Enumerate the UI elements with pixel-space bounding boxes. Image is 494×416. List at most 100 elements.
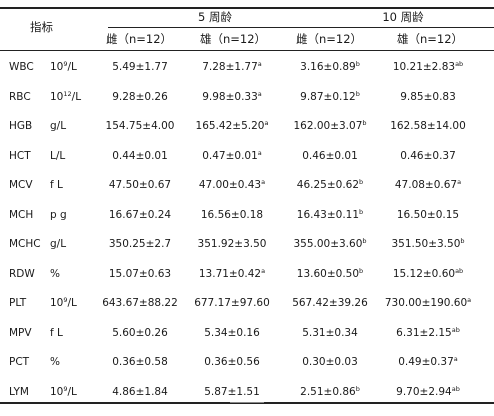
significance-mark: b xyxy=(359,207,364,216)
significance-mark: b xyxy=(359,266,364,275)
value-cell: 351.92±3.50 xyxy=(197,238,267,250)
significance-mark: b xyxy=(355,60,360,68)
value-cell: 730.00±190.60a xyxy=(384,296,472,309)
value-cell: 2.51±0.86b xyxy=(300,384,360,398)
stub-divider xyxy=(230,402,264,403)
value-cell: 5.34±0.16 xyxy=(204,326,260,339)
header-rule xyxy=(0,50,494,52)
value-cell: 350.25±2.7 xyxy=(108,238,172,250)
significance-mark: a xyxy=(261,178,266,186)
value-cell: 9.98±0.33a xyxy=(202,89,262,103)
value-cell: 9.70±2.94ab xyxy=(396,384,460,398)
header-col-male-10wk: 雄（n=12） xyxy=(396,32,464,46)
value-cell: 165.42±5.20a xyxy=(195,119,269,132)
value-cell: 0.46±0.01 xyxy=(302,149,358,162)
row-unit: p g xyxy=(50,208,67,221)
value-cell: 16.43±0.11b xyxy=(296,207,364,221)
row-label: MPV xyxy=(9,326,32,339)
row-label: RBC xyxy=(9,90,31,103)
row-unit: 109/L xyxy=(50,384,77,398)
value-cell: 16.67±0.24 xyxy=(108,208,172,221)
significance-mark: ab xyxy=(451,384,460,393)
value-cell: 162.00±3.07b xyxy=(293,119,367,132)
value-cell: 6.31±2.15ab xyxy=(396,325,460,339)
significance-mark: ab xyxy=(455,266,464,275)
significance-mark: b xyxy=(355,89,360,98)
row-unit: g/L xyxy=(50,120,67,132)
header-col-male-5wk: 雄（n=12） xyxy=(199,32,267,46)
row-unit: % xyxy=(50,267,60,280)
row-unit: L/L xyxy=(50,149,66,162)
value-cell: 0.36±0.58 xyxy=(112,356,168,368)
value-cell: 9.28±0.26 xyxy=(112,90,168,103)
row-label: PCT xyxy=(9,356,30,368)
value-cell: 351.50±3.50b xyxy=(391,237,465,250)
header-group-10wk: 10 周龄 xyxy=(382,10,424,24)
value-cell: 643.67±88.22 xyxy=(102,297,178,309)
significance-mark: a xyxy=(257,89,262,98)
row-label: LYM xyxy=(9,385,29,398)
header-group-5wk: 5 周龄 xyxy=(198,10,232,24)
value-cell: 7.28±1.77a xyxy=(202,60,262,73)
significance-mark: b xyxy=(362,237,367,245)
row-label: MCHC xyxy=(9,238,41,250)
row-label: RDW xyxy=(9,267,35,280)
value-cell: 154.75±4.00 xyxy=(105,120,175,132)
value-cell: 47.00±0.43a xyxy=(198,178,266,191)
value-cell: 0.46±0.37 xyxy=(400,149,456,162)
value-cell: 0.30±0.03 xyxy=(302,356,358,368)
value-cell: 9.87±0.12b xyxy=(300,89,360,103)
significance-mark: a xyxy=(257,60,262,68)
value-cell: 10.21±2.83ab xyxy=(392,60,464,73)
row-label: MCV xyxy=(9,179,33,191)
value-cell: 47.50±0.67 xyxy=(108,179,172,191)
value-cell: 16.56±0.18 xyxy=(200,208,264,221)
header-indicator: 指标 xyxy=(30,20,53,34)
significance-mark: a xyxy=(261,266,266,275)
significance-mark: a xyxy=(467,296,472,304)
value-cell: 13.60±0.50b xyxy=(296,266,364,280)
significance-mark: a xyxy=(264,119,269,127)
value-cell: 5.60±0.26 xyxy=(112,326,168,339)
value-cell: 0.49±0.37a xyxy=(398,355,458,368)
row-label: HGB xyxy=(9,120,33,132)
value-cell: 0.47±0.01a xyxy=(202,148,262,162)
value-cell: 567.42±39.26 xyxy=(292,297,368,309)
value-cell: 355.00±3.60b xyxy=(293,237,367,250)
row-unit: 109/L xyxy=(50,296,77,309)
value-cell: 5.31±0.34 xyxy=(302,326,358,339)
row-unit: f L xyxy=(50,326,63,339)
value-cell: 5.87±1.51 xyxy=(204,385,260,398)
row-unit: 1012/L xyxy=(50,89,82,103)
header-col-female-5wk: 雌（n=12） xyxy=(105,32,173,46)
header-col-female-10wk: 雌（n=12） xyxy=(295,32,363,46)
value-cell: 4.86±1.84 xyxy=(112,385,168,398)
significance-mark: ab xyxy=(451,325,460,334)
row-label: PLT xyxy=(9,297,27,309)
value-cell: 5.49±1.77 xyxy=(112,61,168,73)
row-unit: 109/L xyxy=(50,60,77,73)
significance-mark: b xyxy=(460,237,465,245)
value-cell: 46.25±0.62b xyxy=(296,178,364,191)
significance-mark: b xyxy=(355,384,360,393)
value-cell: 15.07±0.63 xyxy=(108,267,172,280)
significance-mark: b xyxy=(359,178,364,186)
value-cell: 16.50±0.15 xyxy=(396,208,460,221)
significance-mark: a xyxy=(453,355,458,363)
row-label: MCH xyxy=(9,208,34,221)
value-cell: 13.71±0.42a xyxy=(198,266,266,280)
value-cell: 162.58±14.00 xyxy=(390,120,466,132)
significance-mark: a xyxy=(257,148,262,157)
significance-mark: b xyxy=(362,119,367,127)
top-rule xyxy=(0,7,494,9)
row-unit: g/L xyxy=(50,238,67,250)
value-cell: 15.12±0.60ab xyxy=(392,266,464,280)
row-label: WBC xyxy=(9,61,34,73)
value-cell: 47.08±0.67a xyxy=(394,178,462,191)
value-cell: 3.16±0.89b xyxy=(300,60,360,73)
row-unit: % xyxy=(50,356,60,368)
row-unit: f L xyxy=(50,179,63,191)
group-underline xyxy=(108,27,494,28)
row-label: HCT xyxy=(9,149,31,162)
